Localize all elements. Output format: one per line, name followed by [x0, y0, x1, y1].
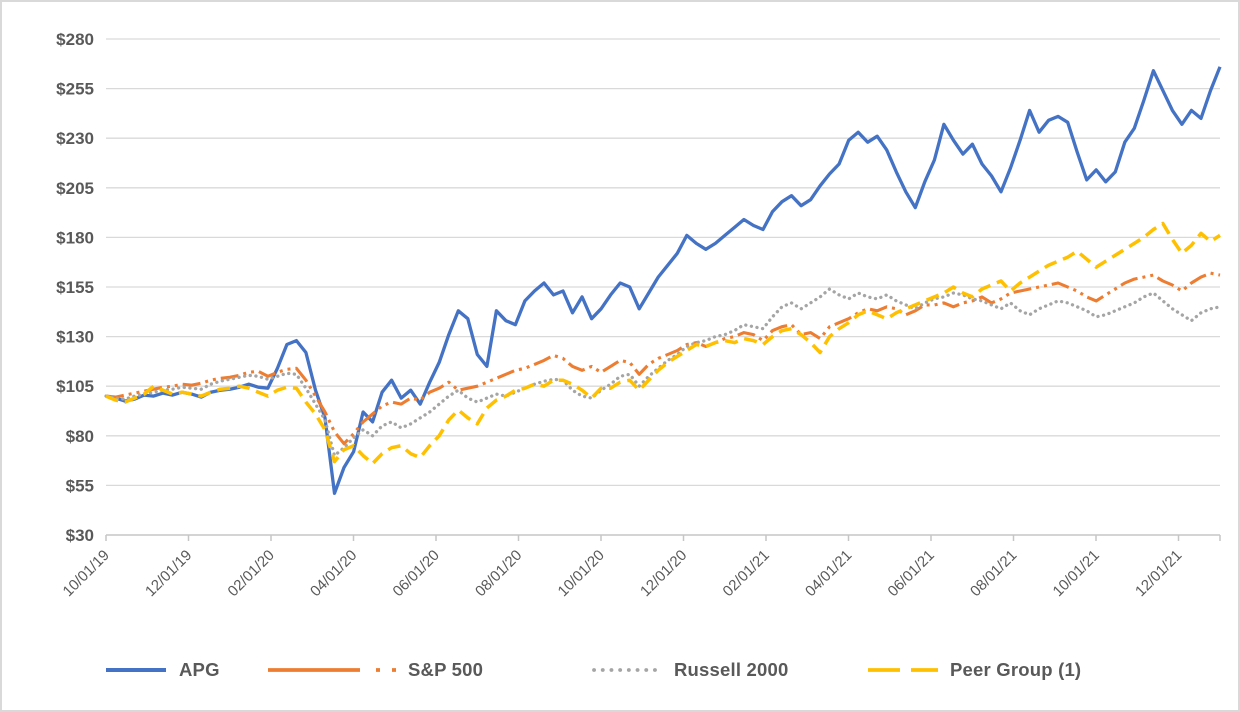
legend-label-apg: APG	[179, 659, 220, 680]
legend-label-russell-2000: Russell 2000	[674, 659, 789, 680]
apg-line-icon	[106, 668, 166, 672]
legend-item-apg: APG	[105, 652, 220, 688]
x-axis-tick-label: 12/01/20	[637, 547, 690, 600]
y-axis-tick-label: $155	[56, 278, 94, 297]
x-axis-tick-label: 12/01/21	[1132, 547, 1185, 600]
sp500-dash-dot-icon	[268, 668, 396, 672]
russell-dotted-line-icon	[592, 668, 662, 672]
x-axis-tick-label: 12/01/19	[142, 547, 195, 600]
x-axis-tick-label: 04/01/20	[307, 547, 360, 600]
x-axis-tick-label: 02/01/20	[225, 547, 278, 600]
performance-line-chart: $30 $55 $80 $105 $130 $155 $180 $205 $230 $255 $28…	[56, 30, 1222, 600]
legend-item-sp500: S&P 500	[268, 652, 483, 688]
series-s-p-500	[105, 271, 1221, 446]
x-axis-tick-label: 04/01/21	[802, 547, 855, 600]
y-axis-tick-label: $55	[66, 476, 94, 495]
x-axis-tick-label: 02/01/21	[720, 547, 773, 600]
x-axis-tick-label: 06/01/20	[390, 547, 443, 600]
y-axis-tick-label: $180	[56, 228, 94, 247]
legend-item-russell-2000: Russell 2000	[592, 652, 789, 688]
x-axis-tick-label: 10/01/21	[1050, 547, 1103, 600]
y-axis-tick-label: $255	[56, 80, 94, 99]
x-axis-tick-label: 10/01/20	[555, 547, 608, 600]
series-russell-2000	[104, 287, 1222, 458]
y-axis-tick-label: $205	[56, 179, 94, 198]
peer-group-dashed-line-icon	[868, 668, 938, 672]
y-axis-tick-label: $130	[56, 328, 94, 347]
x-axis-tick-label: 08/01/21	[967, 547, 1020, 600]
y-axis-tick-label: $280	[56, 30, 94, 49]
chart-legend: APG S&P 500 Russell 2000 Peer Group (1)	[2, 652, 1238, 688]
x-axis-tick-label: 08/01/20	[472, 547, 525, 600]
legend-label-sp500: S&P 500	[408, 659, 484, 680]
x-axis-tick-label: 10/01/19	[60, 547, 113, 600]
y-axis-tick-label: $105	[56, 377, 94, 396]
series-peer-group-1	[105, 221, 1221, 466]
legend-label-peer-group: Peer Group (1)	[950, 659, 1082, 680]
legend-item-peer-group: Peer Group (1)	[868, 652, 1081, 688]
series-apg	[105, 66, 1222, 495]
x-axis-tick-label: 06/01/21	[885, 547, 938, 600]
y-axis-tick-label: $30	[66, 526, 94, 545]
y-axis-tick-label: $80	[66, 427, 94, 446]
y-axis-tick-label: $230	[56, 129, 94, 148]
